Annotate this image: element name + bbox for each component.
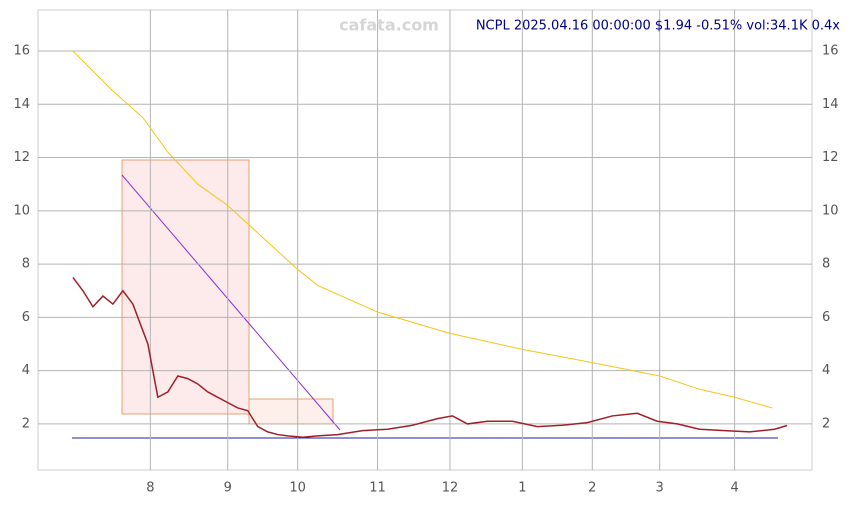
watermark: cafata.com [339,16,439,35]
price-line [72,276,788,438]
x-tick-label: 1 [518,481,526,496]
x-tick-label: 10 [289,481,306,496]
x-tick-label: 11 [369,481,386,496]
y-tick-label-right: 16 [822,44,839,59]
y-tick-label-right: 6 [822,310,830,325]
plot-frame [37,9,813,471]
y-tick-label: 12 [13,150,30,165]
y-tick-label-right: 8 [822,257,830,272]
x-tick-label: 3 [656,481,664,496]
range-box [248,398,334,425]
trend-line [121,174,341,431]
x-tick-label: 8 [146,481,154,496]
x-tick-label: 2 [588,481,596,496]
x-tick-label: 4 [730,481,738,496]
y-tick-label: 4 [22,363,30,378]
y-tick-label-right: 14 [822,97,839,112]
y-tick-label-right: 10 [822,203,839,218]
price-line [72,50,773,409]
x-tick-label: 12 [442,481,459,496]
y-tick-label: 6 [22,310,30,325]
y-tick-label: 2 [22,416,30,431]
y-tick-label-right: 2 [822,416,830,431]
chart-title: NCPL 2025.04.16 00:00:00 $1.94 -0.51% vo… [476,19,840,34]
range-box [121,159,250,415]
y-tick-label: 14 [13,97,30,112]
y-tick-label: 16 [13,44,30,59]
x-tick-label: 9 [224,481,232,496]
y-tick-label: 10 [13,203,30,218]
y-tick-label-right: 12 [822,150,839,165]
y-tick-label-right: 4 [822,363,830,378]
y-tick-label: 8 [22,257,30,272]
